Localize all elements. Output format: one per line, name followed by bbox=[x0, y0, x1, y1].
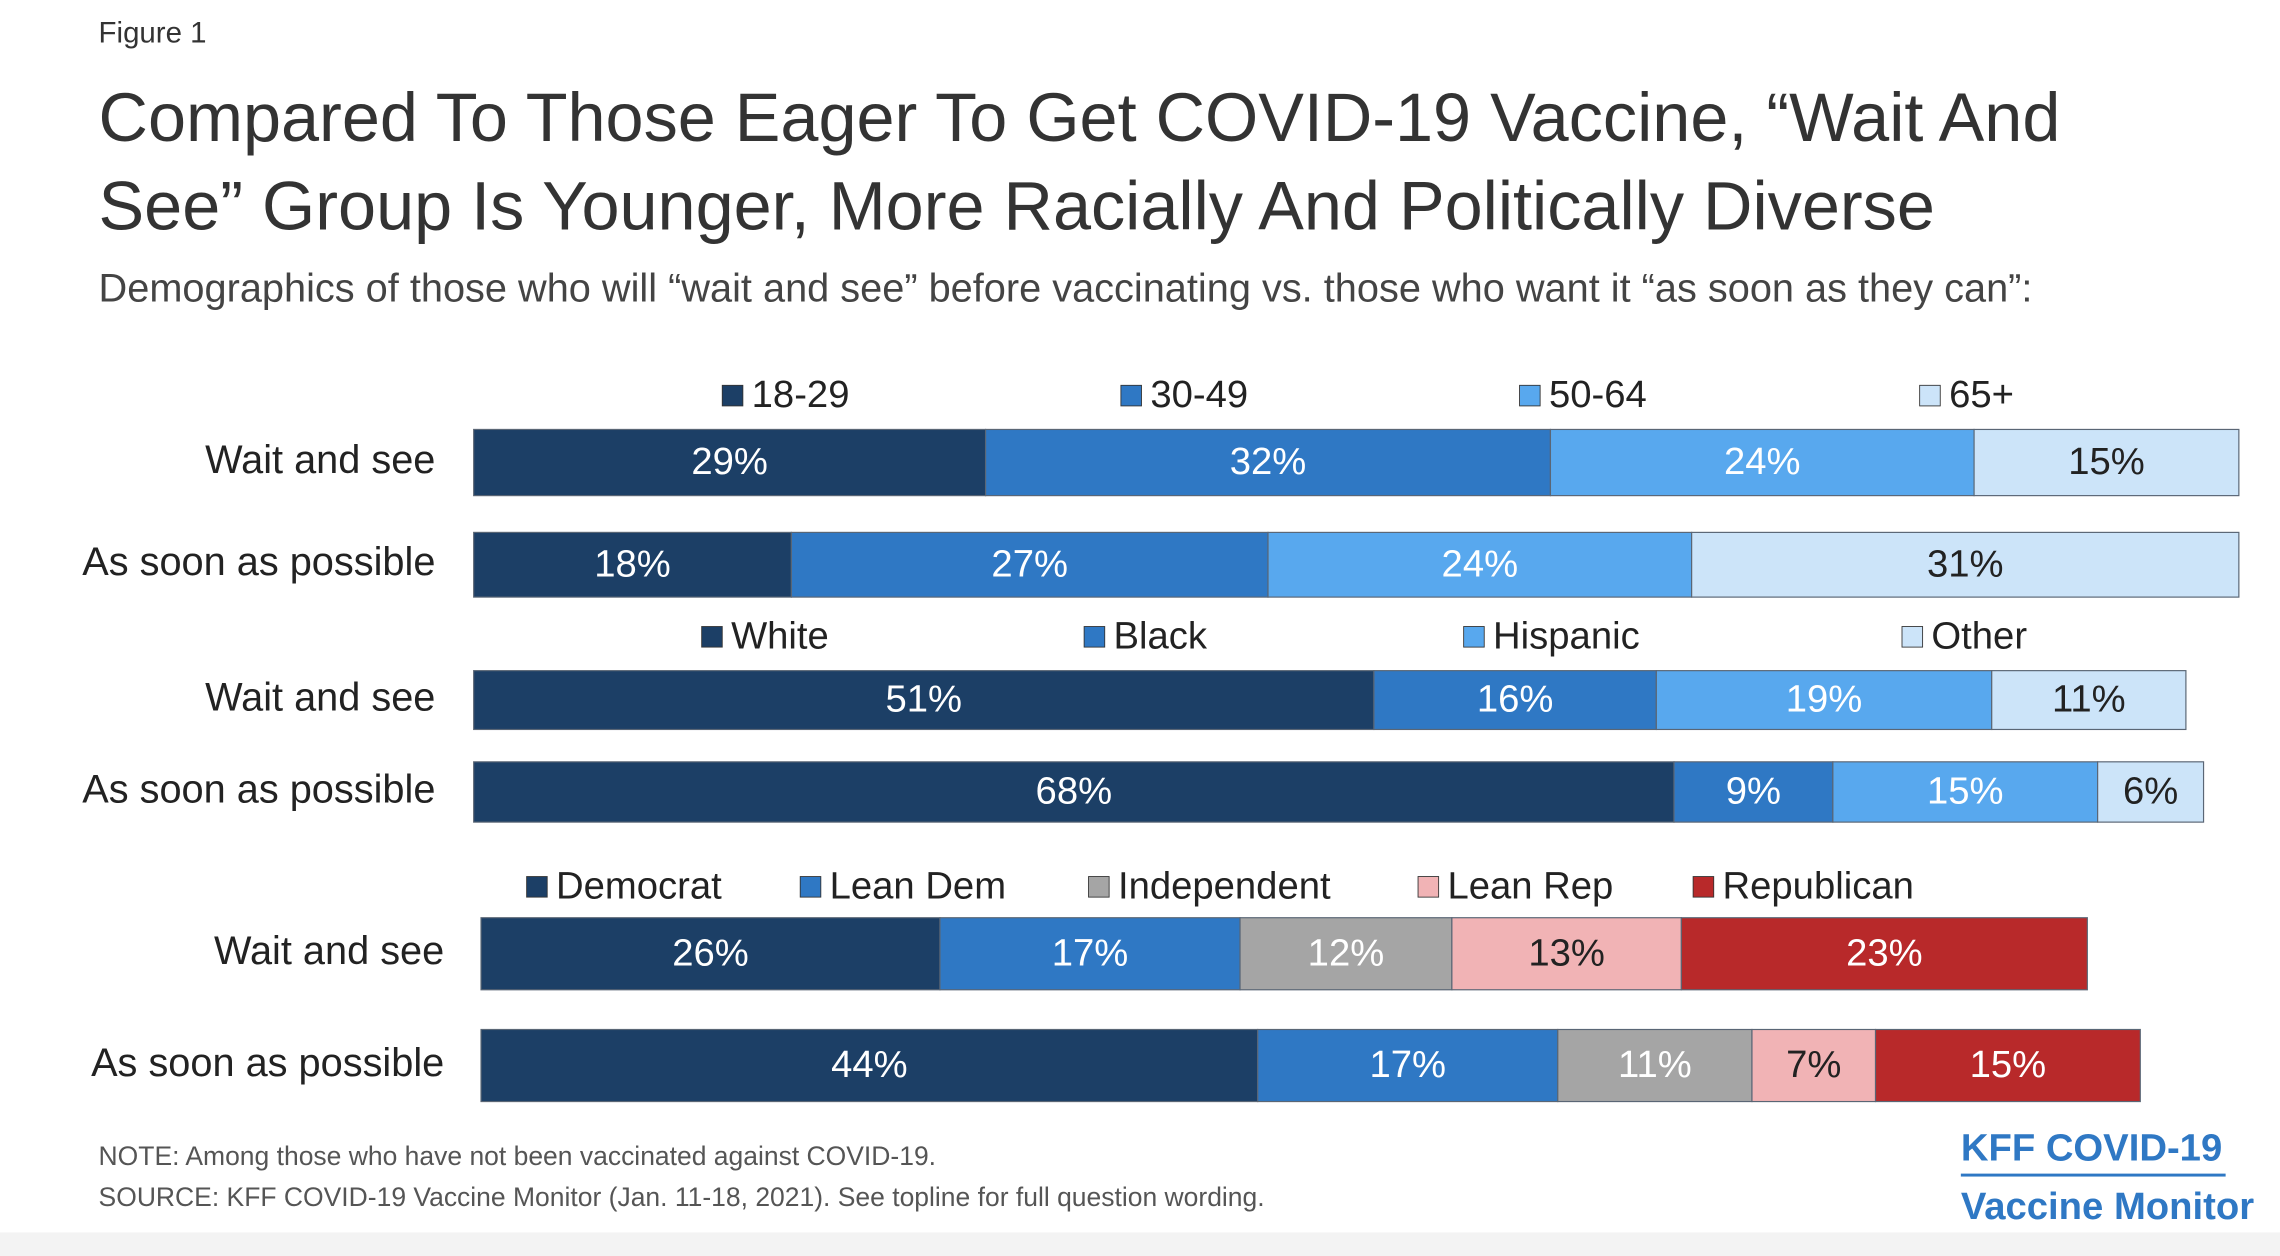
row-label: Wait and see bbox=[205, 676, 435, 720]
value-label: 16% bbox=[1477, 678, 1554, 721]
bar-segment bbox=[1673, 761, 1834, 823]
value-label: 15% bbox=[1927, 770, 2004, 813]
value-label: 15% bbox=[1970, 1043, 2047, 1086]
bar-segment bbox=[1874, 1028, 2141, 1103]
value-label: 29% bbox=[691, 440, 768, 483]
legend-swatch bbox=[1692, 876, 1715, 898]
value-label: 18% bbox=[594, 542, 671, 585]
legend-swatch bbox=[1919, 384, 1941, 407]
bar-segment bbox=[473, 761, 1675, 823]
legend-label: Democrat bbox=[556, 864, 722, 907]
legend-label: 18-29 bbox=[752, 373, 850, 416]
bar-segment bbox=[1832, 761, 2099, 823]
row-label: As soon as possible bbox=[82, 540, 435, 584]
legend-swatch bbox=[1417, 876, 1440, 898]
bar-segment bbox=[1549, 428, 1975, 497]
legend-label: Republican bbox=[1723, 864, 1914, 907]
brand-name: KFF COVID-19 bbox=[1960, 1125, 2223, 1170]
source: SOURCE: KFF COVID-19 Vaccine Monitor (Ja… bbox=[98, 1182, 1265, 1212]
value-label: 51% bbox=[886, 678, 963, 721]
legend-label: Lean Dem bbox=[830, 864, 1006, 907]
legend-swatch bbox=[701, 626, 723, 648]
value-label: 24% bbox=[1442, 542, 1519, 585]
bar-segment bbox=[1680, 917, 2088, 991]
legend-swatch bbox=[799, 876, 822, 898]
legend-label: Independent bbox=[1118, 864, 1331, 907]
legend-label: 65+ bbox=[1949, 373, 2014, 416]
bar-segment bbox=[1991, 670, 2187, 731]
value-label: 6% bbox=[2123, 770, 2178, 813]
bar-segment bbox=[1239, 917, 1453, 991]
legend-label: Black bbox=[1114, 614, 1208, 657]
legend-swatch bbox=[1088, 876, 1110, 898]
value-label: 19% bbox=[1786, 678, 1863, 721]
value-label: 11% bbox=[2052, 678, 2126, 721]
legend-swatch bbox=[1519, 384, 1541, 407]
bar-segment bbox=[473, 531, 792, 598]
value-label: 44% bbox=[831, 1043, 908, 1086]
note: NOTE: Among those who have not been vacc… bbox=[98, 1141, 937, 1171]
footer-strip bbox=[0, 1232, 2280, 1256]
brand-product: Vaccine Monitor bbox=[1960, 1183, 2255, 1229]
value-label: 27% bbox=[991, 542, 1068, 585]
value-label: 17% bbox=[1052, 931, 1129, 974]
bar-segment bbox=[1973, 428, 2240, 497]
value-label: 23% bbox=[1846, 931, 1923, 974]
subtitle: Demographics of those who will “wait and… bbox=[98, 266, 2033, 311]
value-label: 26% bbox=[672, 931, 749, 974]
legend-swatch bbox=[1463, 626, 1485, 648]
legend-label: Lean Rep bbox=[1447, 864, 1613, 907]
legend-swatch bbox=[1083, 626, 1106, 648]
value-label: 15% bbox=[2068, 440, 2145, 483]
value-label: 11% bbox=[1618, 1043, 1692, 1086]
bar-segment bbox=[1557, 1028, 1753, 1103]
bar-segment bbox=[2097, 761, 2205, 823]
row-label: Wait and see bbox=[214, 929, 444, 973]
row-label: Wait and see bbox=[205, 438, 435, 482]
figure-label: Figure 1 bbox=[98, 17, 207, 51]
value-label: 24% bbox=[1724, 440, 1801, 483]
bar-segment bbox=[1751, 1028, 1877, 1103]
bar-segment bbox=[1267, 531, 1693, 598]
bar-segment bbox=[480, 1028, 1259, 1103]
bar-segment bbox=[473, 428, 987, 497]
legend-swatch bbox=[1901, 626, 1924, 648]
value-label: 12% bbox=[1308, 931, 1385, 974]
value-label: 32% bbox=[1230, 440, 1307, 483]
value-label: 68% bbox=[1036, 770, 1113, 813]
legend-label: White bbox=[731, 614, 829, 657]
bar-segment bbox=[939, 917, 1241, 991]
bar-segment bbox=[1257, 1028, 1559, 1103]
legend-label: 30-49 bbox=[1150, 373, 1248, 416]
value-label: 9% bbox=[1726, 770, 1781, 813]
bar-segment bbox=[1655, 670, 1993, 731]
title: Compared To Those Eager To Get COVID-19 … bbox=[98, 79, 2061, 245]
brand-rule bbox=[1960, 1173, 2226, 1177]
value-label: 13% bbox=[1528, 931, 1605, 974]
legend-swatch bbox=[1120, 384, 1142, 407]
bar-segment bbox=[984, 428, 1552, 497]
value-label: 31% bbox=[1927, 542, 2004, 585]
row-label: As soon as possible bbox=[82, 767, 435, 811]
bar-segment bbox=[473, 670, 1375, 731]
bar-segment bbox=[1691, 531, 2240, 598]
legend-label: 50-64 bbox=[1549, 373, 1647, 416]
row-label: As soon as possible bbox=[91, 1041, 444, 1085]
value-label: 7% bbox=[1786, 1043, 1841, 1086]
legend-label: Other bbox=[1931, 614, 2027, 657]
bar-segment bbox=[480, 917, 941, 991]
bar-segment bbox=[1451, 917, 1682, 991]
legend-swatch bbox=[526, 876, 548, 898]
value-label: 17% bbox=[1369, 1043, 1446, 1086]
legend-swatch bbox=[721, 384, 744, 407]
legend-label: Hispanic bbox=[1493, 614, 1640, 657]
